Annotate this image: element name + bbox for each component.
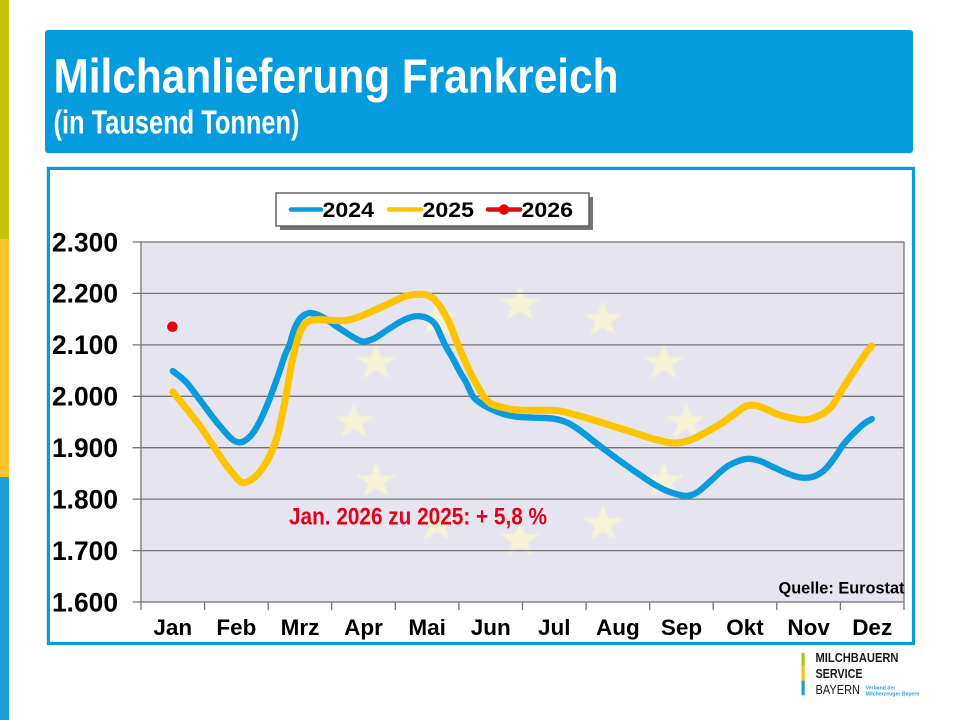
svg-text:2026: 2026: [522, 198, 574, 222]
svg-text:2025: 2025: [423, 198, 475, 222]
svg-text:Milchanlieferung Frankreich: Milchanlieferung Frankreich: [54, 51, 619, 104]
svg-text:Quelle: Eurostat: Quelle: Eurostat: [779, 580, 905, 598]
svg-text:2.300: 2.300: [52, 227, 118, 257]
svg-text:Dez: Dez: [852, 615, 892, 640]
svg-text:MILCHBAUERN: MILCHBAUERN: [816, 651, 899, 665]
svg-text:2.100: 2.100: [52, 330, 118, 360]
svg-text:1.900: 1.900: [52, 433, 118, 463]
svg-text:Mai: Mai: [408, 615, 446, 640]
svg-text:SERVICE: SERVICE: [816, 667, 863, 681]
svg-text:Jul: Jul: [538, 615, 571, 640]
svg-text:2024: 2024: [323, 198, 375, 222]
svg-text:Nov: Nov: [787, 615, 830, 640]
svg-text:1.700: 1.700: [52, 536, 118, 566]
svg-text:(in Tausend Tonnen): (in Tausend Tonnen): [54, 104, 300, 141]
svg-text:1.800: 1.800: [52, 484, 118, 514]
svg-text:Verband der: Verband der: [866, 686, 896, 692]
svg-text:Apr: Apr: [344, 615, 383, 640]
svg-text:Milcherzeuger Bayern: Milcherzeuger Bayern: [866, 692, 920, 698]
svg-text:Feb: Feb: [216, 615, 256, 640]
svg-text:Jan: Jan: [153, 615, 192, 640]
svg-text:1.600: 1.600: [52, 587, 118, 617]
svg-text:Jun: Jun: [471, 615, 511, 640]
svg-text:2.000: 2.000: [52, 382, 118, 412]
svg-text:Sep: Sep: [661, 615, 702, 640]
svg-text:2.200: 2.200: [52, 279, 118, 309]
svg-text:Jan. 2026 zu 2025: + 5,8 %: Jan. 2026 zu 2025: + 5,8 %: [289, 504, 547, 531]
svg-text:Okt: Okt: [726, 615, 764, 640]
svg-text:Aug: Aug: [596, 615, 640, 640]
svg-text:BAYERN: BAYERN: [816, 683, 861, 697]
svg-text:Mrz: Mrz: [281, 615, 320, 640]
